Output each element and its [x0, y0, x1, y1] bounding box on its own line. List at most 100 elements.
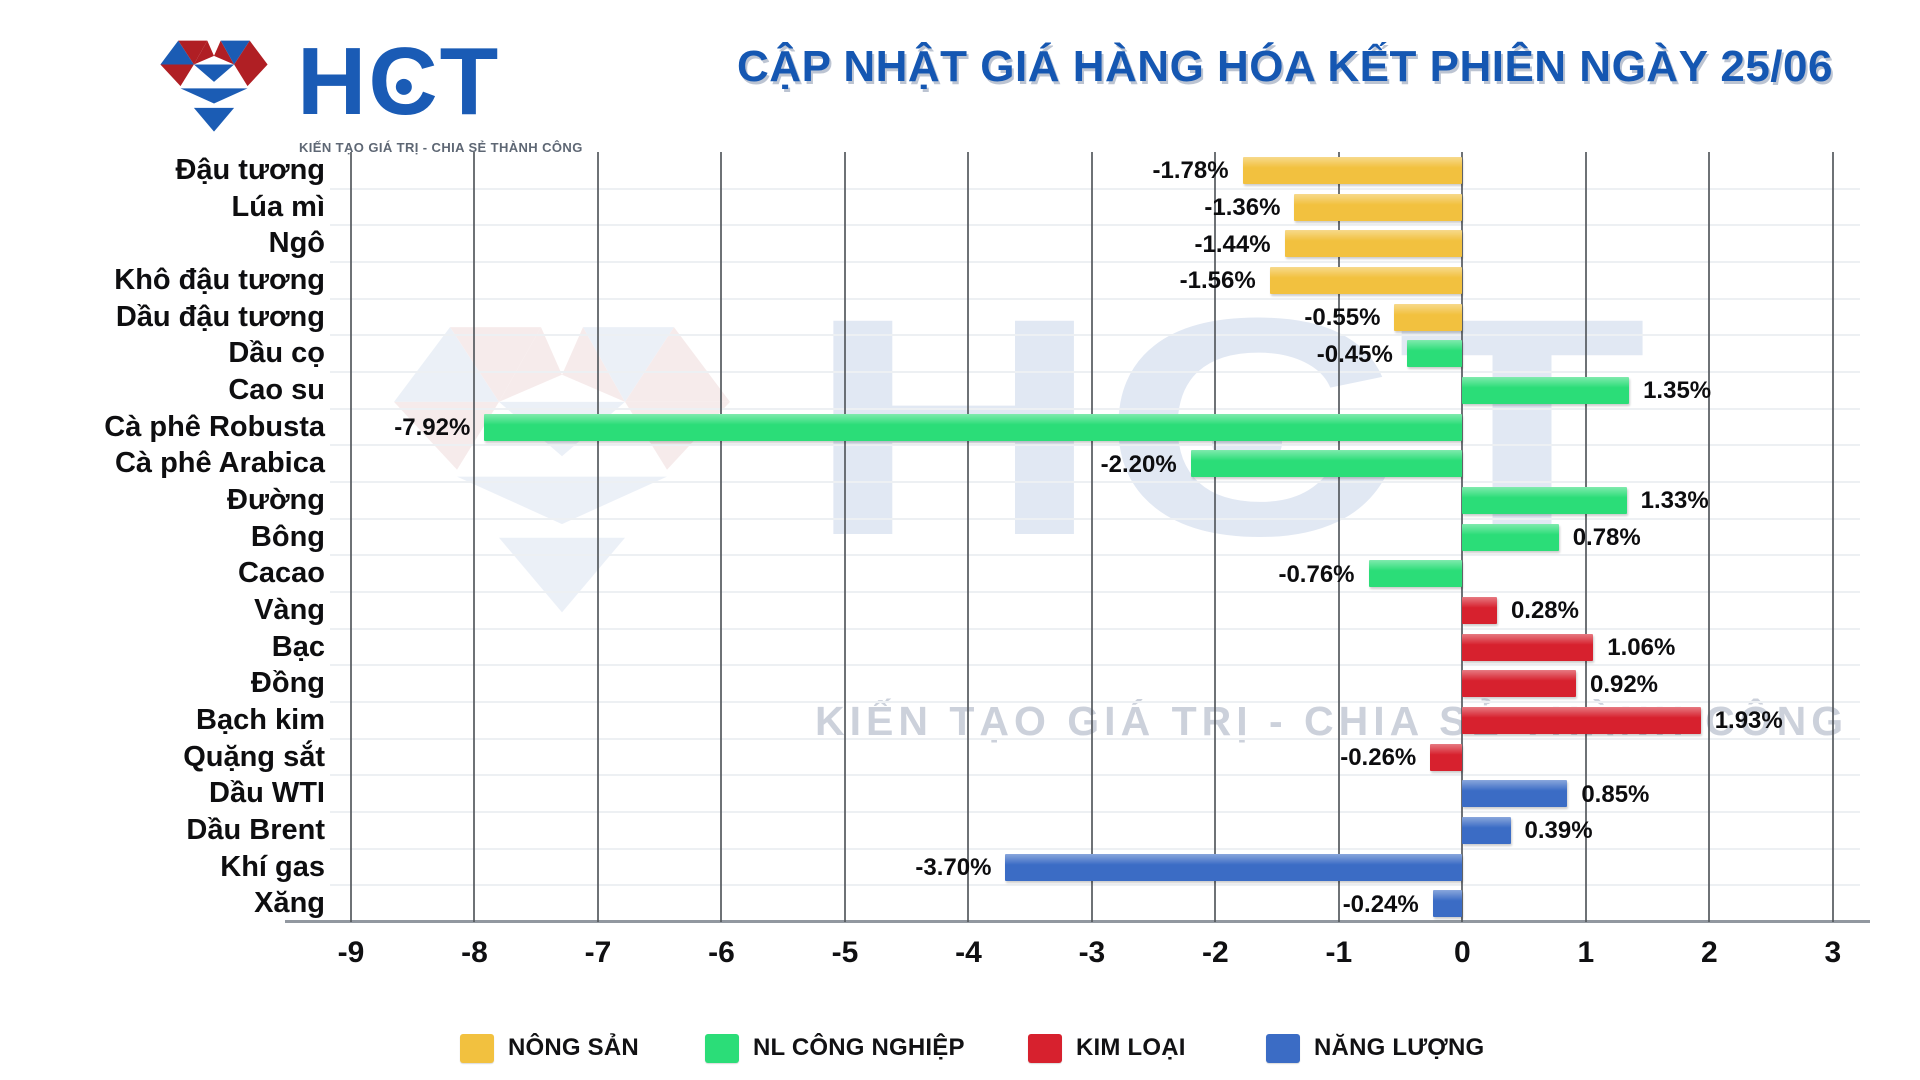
bar-value-label: 0.85%	[1581, 780, 1650, 808]
category-label: Đường	[227, 484, 325, 516]
gridline-row	[330, 444, 1860, 447]
gridline-row	[330, 701, 1860, 703]
bar-value-label: 1.35%	[1643, 377, 1712, 405]
x-tick-label: -2	[1202, 936, 1229, 969]
legend-swatch	[705, 1033, 739, 1063]
bar	[1430, 743, 1463, 771]
legend-label: NL CÔNG NGHIỆP	[753, 1034, 965, 1061]
gridline-x	[473, 152, 476, 922]
plot-area: -1.78% -1.36% -1.44% -1.56% -0.55% -0.45% 1.35…	[285, 152, 1870, 923]
gridline-x	[596, 152, 599, 922]
gridline-row	[330, 261, 1860, 263]
bar-value-label: -7.92%	[394, 414, 471, 441]
bar-value-label: 1.33%	[1640, 487, 1709, 515]
legend-swatch	[460, 1033, 494, 1063]
gridline-row	[330, 554, 1860, 557]
bar	[1462, 523, 1559, 551]
gridline-row	[330, 627, 1860, 630]
bar	[1190, 450, 1463, 478]
x-tick-label: 0	[1454, 936, 1471, 969]
bar-value-label: 1.06%	[1607, 634, 1676, 661]
x-tick-label: -4	[955, 936, 982, 969]
x-tick-label: -3	[1078, 936, 1106, 969]
category-label: Xăng	[254, 887, 325, 920]
x-tick-label: -5	[831, 936, 859, 969]
legend-item: NĂNG LƯỢNG	[1266, 1028, 1484, 1068]
gridline-row	[330, 517, 1860, 520]
bar	[1462, 670, 1576, 698]
category-label: Dầu cọ	[228, 337, 325, 370]
bar	[484, 413, 1463, 441]
category-label: Dầu Brent	[186, 814, 325, 846]
gridline-row	[330, 481, 1860, 483]
category-labels: Đậu tương Lúa mì Ngô Khô đậu tương Dầu đậu t…	[0, 152, 325, 922]
bar	[1406, 340, 1463, 368]
bar	[1462, 633, 1594, 661]
category-label: Cà phê Robusta	[104, 410, 325, 443]
gridline-row	[330, 224, 1860, 227]
gridline-row	[330, 407, 1860, 410]
legend-swatch	[1266, 1033, 1300, 1063]
bar-value-label: -0.55%	[1304, 304, 1381, 331]
bar	[1462, 816, 1511, 844]
bar-value-label: -1.56%	[1179, 267, 1256, 295]
gridline-x	[1337, 152, 1340, 922]
bar-value-label: -1.44%	[1194, 230, 1271, 258]
gridline-row	[330, 774, 1860, 777]
legend-swatch	[1028, 1033, 1062, 1063]
hct-logo: HCT KIẾN TẠO GIÁ TRỊ - CHIA SẺ THÀNH CÔN…	[147, 28, 582, 155]
bar	[1462, 596, 1497, 624]
bar-value-label: -0.45%	[1316, 340, 1393, 368]
bar-value-label: 0.28%	[1510, 597, 1579, 625]
bar-value-label: -2.20%	[1100, 450, 1177, 478]
gridline-x	[1584, 152, 1587, 922]
category-label: Bạch kim	[196, 704, 325, 736]
legend-item: NL CÔNG NGHIỆP	[705, 1028, 965, 1068]
bar	[1368, 560, 1463, 588]
gridline-x	[1090, 152, 1093, 922]
bar-value-label: 1.93%	[1714, 707, 1783, 735]
x-tick-label: 1	[1577, 936, 1595, 969]
category-label: Cacao	[237, 557, 325, 590]
gridline-row	[330, 297, 1860, 300]
gridline-row	[330, 591, 1860, 593]
legend-label: KIM LOẠI	[1076, 1034, 1186, 1061]
category-label: Lúa mì	[231, 190, 325, 223]
bar-value-label: -1.36%	[1204, 194, 1281, 221]
x-tick-label: 2	[1701, 936, 1718, 969]
legend-label: NÔNG SẢN	[508, 1034, 639, 1061]
gridline-row	[330, 737, 1860, 740]
bar-value-label: -0.26%	[1340, 744, 1417, 771]
hct-logo-text: HCT	[297, 28, 501, 135]
category-label: Khô đậu tương	[114, 264, 325, 296]
bar	[1269, 266, 1463, 294]
gridline-row	[330, 811, 1860, 813]
bar	[1462, 376, 1630, 404]
bar	[1432, 890, 1463, 918]
category-label: Cao su	[228, 374, 325, 406]
gridline-x	[1214, 152, 1217, 922]
gridline-row	[330, 847, 1860, 850]
bar	[1294, 193, 1463, 221]
category-label: Ngô	[268, 227, 325, 260]
legend: NÔNG SẢN NL CÔNG NGHIỆP KIM LOẠI NĂNG LƯỢNG	[0, 1028, 1920, 1072]
x-tick-label: -9	[337, 936, 365, 969]
x-tick-label: -8	[461, 936, 488, 969]
x-tick-label: -6	[708, 936, 735, 969]
bar	[1242, 156, 1463, 184]
category-label: Dầu WTI	[209, 777, 325, 810]
bar-value-label: 0.39%	[1524, 817, 1593, 845]
bar-value-label: -0.24%	[1342, 890, 1419, 918]
legend-item: NÔNG SẢN	[460, 1028, 639, 1068]
category-label: Đồng	[250, 667, 325, 700]
x-tick-label: -7	[584, 936, 612, 969]
category-label: Vàng	[254, 594, 325, 626]
category-label: Bông	[250, 520, 325, 553]
category-label: Quặng sắt	[183, 740, 325, 773]
gridline-row	[330, 187, 1860, 190]
gridline-x	[349, 152, 352, 922]
gridline-x	[1708, 152, 1711, 922]
category-label: Cà phê Arabica	[114, 447, 325, 480]
bar	[1462, 780, 1568, 808]
